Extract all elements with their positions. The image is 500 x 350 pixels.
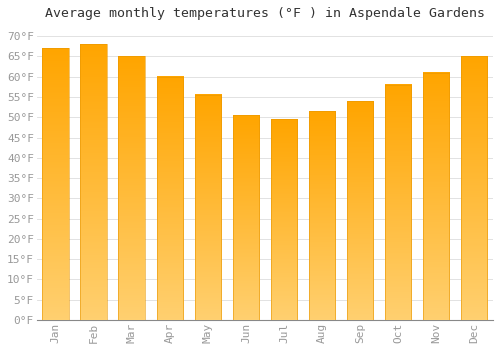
Bar: [308, 111, 335, 320]
Bar: [384, 85, 411, 320]
Bar: [232, 115, 259, 320]
Bar: [42, 48, 69, 320]
Bar: [460, 56, 487, 320]
Bar: [194, 95, 221, 320]
Bar: [422, 73, 450, 320]
Bar: [118, 56, 145, 320]
Bar: [80, 44, 107, 320]
Title: Average monthly temperatures (°F ) in Aspendale Gardens: Average monthly temperatures (°F ) in As…: [45, 7, 485, 20]
Bar: [156, 77, 183, 320]
Bar: [270, 119, 297, 320]
Bar: [346, 101, 374, 320]
